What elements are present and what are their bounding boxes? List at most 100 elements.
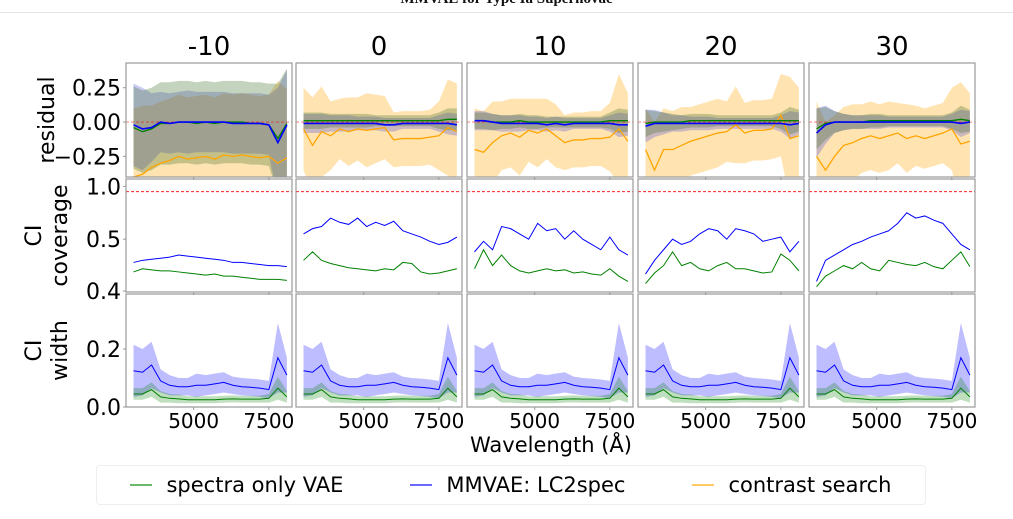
band-mmvae-lc2spec [645, 322, 799, 399]
band-spectra-only-vae [303, 108, 457, 131]
x-axis-label: Wavelength (Å) [470, 431, 632, 457]
line-mmvae-lc2spec [474, 119, 628, 126]
line-mmvae-lc2spec [474, 356, 629, 391]
band-contrast-search [645, 73, 799, 177]
line-contrast-search [133, 154, 288, 177]
band-contrast-search [816, 82, 970, 177]
band-spectra-only-vae [816, 376, 970, 404]
band-mmvae-lc2spec [816, 105, 970, 158]
line-mmvae-lc2spec [816, 212, 971, 282]
line-spectra-only-vae [303, 387, 458, 401]
column-title: 10 [533, 32, 566, 62]
panel-frame [808, 293, 976, 408]
y-tick-label: 0.5 [86, 228, 121, 253]
y-tick-label: 0.00 [72, 111, 121, 136]
line-spectra-only-vae [133, 268, 287, 281]
band-contrast-search [474, 73, 628, 177]
legend-item-mmvae-lc2spec: MMVAE: LC2spec [410, 473, 625, 497]
panel-frame [466, 293, 634, 408]
line-mmvae-lc2spec [133, 254, 287, 268]
legend-swatch-green [130, 484, 153, 486]
y-tick-label: 1.0 [86, 175, 121, 200]
legend-swatch-blue [410, 484, 433, 486]
line-spectra-only-vae [474, 120, 628, 123]
legend-item-contrast-search: contrast search [692, 473, 892, 497]
y-axis-label: coverage [48, 184, 73, 286]
x-tick-label: 7500 [584, 409, 635, 433]
panel-frame [637, 293, 805, 408]
legend-label: spectra only VAE [166, 473, 344, 497]
line-mmvae-lc2spec [303, 122, 458, 126]
legend-swatch-orange [692, 484, 715, 486]
y-axis-label: width [48, 320, 73, 381]
panel-frame [125, 62, 293, 178]
line-spectra-only-vae [303, 118, 457, 122]
line-mmvae-lc2spec [815, 121, 971, 134]
column-title: 20 [704, 32, 737, 62]
band-spectra-only-vae [303, 376, 457, 404]
band-mmvae-lc2spec [133, 322, 287, 399]
x-tick-label: 7500 [413, 409, 464, 433]
panel-frame [637, 178, 805, 293]
panel-frame [125, 178, 293, 293]
x-tick-label: 7500 [755, 409, 806, 433]
line-mmvae-lc2spec [303, 356, 458, 391]
y-tick-label: 0.0 [86, 396, 121, 421]
band-contrast-search [133, 80, 287, 177]
line-mmvae-lc2spec [474, 222, 629, 256]
band-mmvae-lc2spec [816, 322, 970, 399]
y-tick-label: 0.4 [86, 280, 121, 305]
panel-frame [295, 178, 463, 293]
line-contrast-search [302, 126, 458, 147]
panel-frame [466, 178, 634, 293]
band-mmvae-lc2spec [303, 322, 457, 399]
line-mmvae-lc2spec [645, 122, 800, 127]
line-spectra-only-vae [133, 387, 288, 401]
line-mmvae-lc2spec [645, 356, 800, 391]
band-spectra-only-vae [645, 106, 799, 138]
line-spectra-only-vae [645, 387, 800, 401]
legend-item-spectra-only-vae: spectra only VAE [130, 473, 343, 497]
panel-frame [637, 62, 805, 178]
legend-label: contrast search [728, 473, 892, 497]
line-mmvae-lc2spec [816, 356, 971, 391]
line-mmvae-lc2spec [133, 121, 288, 145]
legend-label: MMVAE: LC2spec [446, 473, 626, 497]
line-mmvae-lc2spec [303, 217, 458, 245]
column-title: -10 [188, 32, 230, 62]
y-axis-label: residual [35, 76, 60, 163]
band-spectra-only-vae [816, 105, 970, 150]
band-spectra-only-vae [645, 376, 799, 404]
line-contrast-search [815, 128, 971, 172]
y-tick-label: 0.25 [72, 77, 121, 102]
line-mmvae-lc2spec [133, 356, 288, 391]
x-tick-label: 7500 [926, 409, 977, 433]
line-contrast-search [644, 113, 800, 172]
x-tick-label: 5000 [168, 409, 219, 433]
panel-frame [808, 62, 976, 178]
y-tick-label: −0.25 [54, 145, 121, 170]
figure-title: MMVAE for Type Ia Supernovae [0, 0, 1013, 8]
band-spectra-only-vae [474, 376, 628, 404]
panel-frame [295, 293, 463, 408]
line-spectra-only-vae [645, 120, 799, 125]
y-tick-label: 0.2 [86, 338, 121, 363]
line-spectra-only-vae [645, 250, 800, 284]
band-mmvae-lc2spec [133, 69, 287, 177]
line-contrast-search [474, 127, 629, 154]
panel-frame [295, 62, 463, 178]
band-mmvae-lc2spec [474, 322, 628, 399]
line-mmvae-lc2spec [645, 228, 800, 275]
band-mmvae-lc2spec [645, 109, 799, 143]
y-axis-label: CI [22, 340, 47, 362]
panel-frame [466, 62, 634, 178]
x-tick-label: 5000 [680, 409, 731, 433]
panel-frame [125, 293, 293, 408]
band-spectra-only-vae [133, 376, 287, 404]
x-tick-label: 5000 [338, 409, 389, 433]
column-title: 30 [875, 32, 908, 62]
x-tick-label: 7500 [243, 409, 294, 433]
x-tick-label: 5000 [509, 409, 560, 433]
x-tick-label: 5000 [851, 409, 902, 433]
